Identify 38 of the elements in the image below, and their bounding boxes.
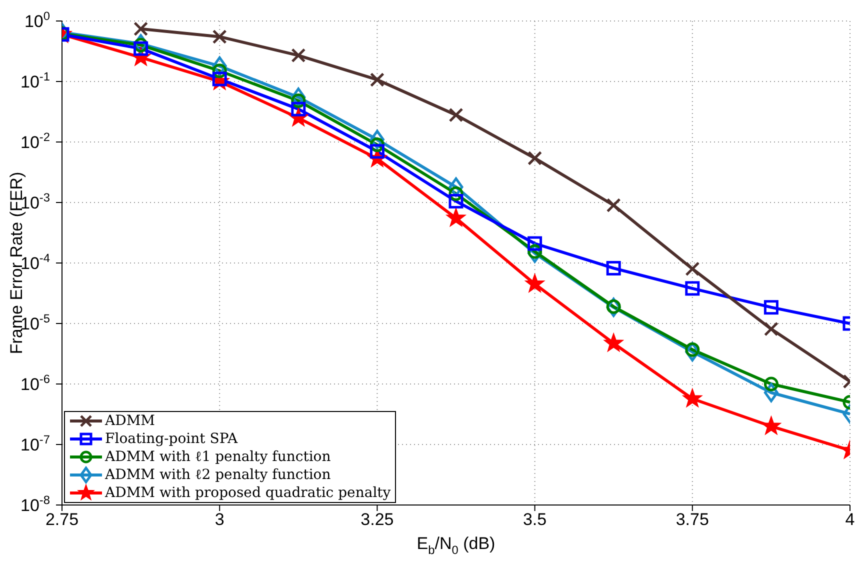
x-axis-title: E$_{b}$/N$_{0}$ (dB) <box>416 534 496 558</box>
point <box>370 72 384 87</box>
legend-label: ADMM with proposed quadratic penalty <box>105 485 391 501</box>
point <box>764 376 778 392</box>
point <box>134 22 148 36</box>
x-tick-label: 3.25 <box>360 510 394 530</box>
y-tick-label: 10$^{-1}$ <box>20 70 50 92</box>
legend-label: ADMM <box>105 413 156 429</box>
point <box>762 416 781 435</box>
point <box>685 262 700 276</box>
y-tick-label: 10$^{-7}$ <box>20 432 50 454</box>
point <box>764 300 778 315</box>
point <box>604 333 624 352</box>
legend-label: ADMM with ℓ1 penalty function <box>105 448 331 466</box>
y-tick-label: 10$^{0}$ <box>24 9 50 31</box>
point <box>291 48 306 63</box>
point <box>528 150 542 166</box>
point <box>525 274 544 292</box>
point <box>682 388 702 408</box>
x-tick-label: 3 <box>214 510 224 530</box>
x-tick-label: 3.5 <box>522 510 547 530</box>
point <box>528 236 542 251</box>
legend-label: Floating-point SPA <box>105 431 238 447</box>
point <box>448 108 464 122</box>
point <box>606 260 621 276</box>
point <box>212 29 227 44</box>
y-tick-label: 10$^{-2}$ <box>20 130 50 152</box>
x-tick-label: 2.75 <box>45 510 79 530</box>
y-tick-label: 10$^{-6}$ <box>20 372 50 394</box>
point <box>446 208 466 226</box>
point <box>764 322 778 336</box>
x-tick-label: 3.75 <box>676 510 709 530</box>
point <box>291 102 306 116</box>
legend-label: ADMM with ℓ2 penalty function <box>105 466 331 484</box>
point <box>606 198 621 213</box>
point <box>448 194 464 208</box>
x-tick-label: 4 <box>845 510 855 530</box>
point <box>685 281 700 296</box>
